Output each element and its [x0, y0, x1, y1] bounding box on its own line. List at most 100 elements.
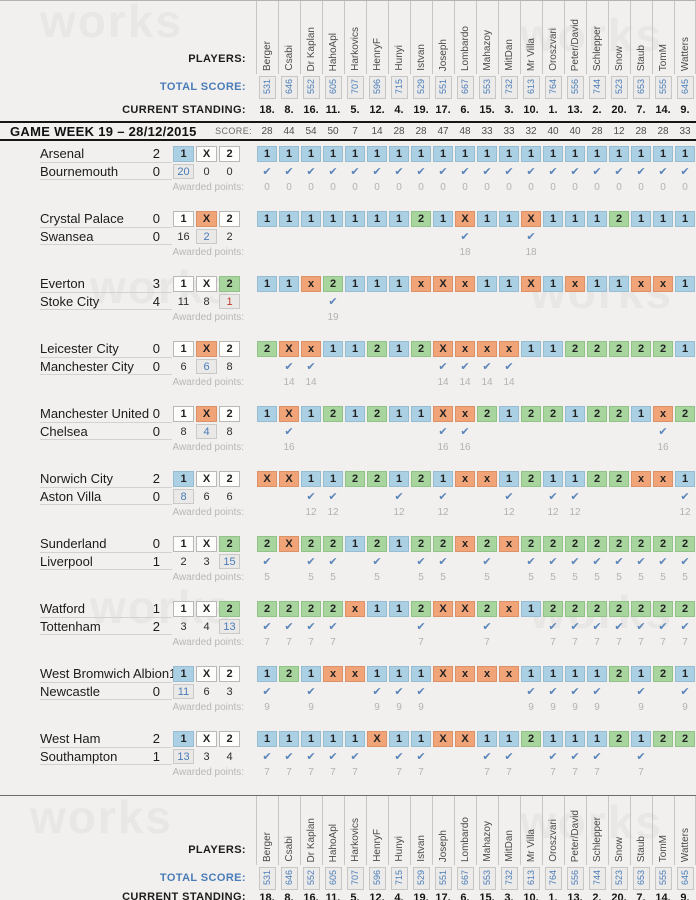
total-score-box: 764	[544, 866, 562, 890]
checkmark-icon: ✔	[482, 621, 492, 633]
prediction-cell: 1	[389, 536, 409, 552]
player-name: Snow	[614, 45, 625, 71]
prediction-col: 2	[542, 601, 564, 617]
outcome-count: 6	[180, 360, 187, 373]
home-team-score: 1	[152, 601, 160, 616]
prediction-col: 1	[674, 341, 696, 357]
awarded-points-value: 7	[638, 767, 644, 778]
week-score-value: 28	[415, 125, 427, 137]
prediction-col: 2	[674, 406, 696, 422]
week-score-value: 40	[569, 125, 581, 137]
total-score-cell: 764	[542, 75, 564, 99]
prediction-cell: 2	[257, 536, 277, 552]
total-score-cell: 613	[520, 75, 542, 99]
prediction-cell: 1	[323, 146, 343, 162]
total-score-box: 715	[390, 866, 408, 890]
prediction-cell: 1	[477, 731, 497, 747]
prediction-cell: 1	[345, 146, 365, 162]
checkmark-icon: ✔	[394, 686, 404, 698]
prediction-col: 1	[322, 211, 344, 227]
checkmark-icon: ✔	[658, 166, 668, 178]
player-name: Hunyi	[394, 45, 405, 71]
week-score-value: 28	[591, 125, 603, 137]
prediction-col: 1	[608, 276, 630, 292]
prediction-col: 1	[498, 406, 520, 422]
prediction-col: 1	[630, 406, 652, 422]
away-team-name: Southampton	[40, 748, 118, 764]
awarded-points-value: 5	[660, 572, 666, 583]
standing-value: 11.	[325, 892, 341, 900]
outcome-header-x: X	[196, 211, 217, 227]
player-name-cell: Hunyi	[388, 796, 410, 865]
outcome-count: 0	[203, 165, 210, 178]
prediction-cell: 1	[257, 406, 277, 422]
checkmark-icon: ✔	[438, 166, 448, 178]
prediction-col: X	[366, 731, 388, 747]
prediction-col: x	[564, 276, 586, 292]
standing-value: 5.	[350, 892, 360, 900]
standing-value: 18.	[259, 892, 275, 900]
week-score-value: 28	[393, 125, 405, 137]
awarded-points-value: 5	[616, 572, 622, 583]
player-names-row: PLAYERS: Berger Csabi Dr Kaplan HahoApl Harko…	[0, 0, 696, 74]
prediction-col: x	[454, 341, 476, 357]
prediction-cell: 2	[257, 601, 277, 617]
match-away-row: Chelsea 0 8 4 8 ✔ ✔ ✔ ✔	[0, 423, 696, 440]
total-score-value: 707	[350, 79, 360, 95]
prediction-cell: 2	[411, 471, 431, 487]
prediction-col: 2	[608, 406, 630, 422]
prediction-cell: x	[455, 341, 475, 357]
prediction-cell: X	[433, 666, 453, 682]
total-score-box: 523	[610, 75, 628, 99]
prediction-col: 2	[652, 536, 674, 552]
awarded-points-value: 7	[660, 637, 666, 648]
prediction-cell: 2	[411, 536, 431, 552]
prediction-cell: x	[455, 471, 475, 487]
prediction-col: 1	[476, 211, 498, 227]
prediction-cell: 1	[521, 146, 541, 162]
checkmark-icon: ✔	[482, 361, 492, 373]
awarded-points-value: 7	[264, 637, 270, 648]
prediction-col: 1	[410, 406, 432, 422]
week-score-value: 12	[613, 125, 625, 137]
awarded-points-row: Awarded points: 18 18	[0, 245, 696, 260]
prediction-cell: 2	[477, 601, 497, 617]
away-team-name: Newcastle	[40, 683, 100, 699]
prediction-cell: 1	[279, 276, 299, 292]
prediction-cell: 2	[301, 536, 321, 552]
total-score-box: 645	[676, 75, 694, 99]
checkmark-icon: ✔	[614, 166, 624, 178]
prediction-cell: 1	[257, 146, 277, 162]
outcome-count: 11	[177, 295, 190, 308]
awarded-points-value: 9	[594, 702, 600, 713]
checkmark-icon: ✔	[262, 556, 272, 568]
awarded-points-value: 0	[308, 182, 314, 193]
checkmark-icon: ✔	[460, 166, 470, 178]
prediction-cell: X	[521, 211, 541, 227]
player-name: HahoApl	[328, 32, 339, 71]
prediction-col: X	[432, 341, 454, 357]
total-score-value: 555	[658, 870, 668, 886]
prediction-cell: 2	[257, 341, 277, 357]
prediction-col: 1	[300, 666, 322, 682]
awarded-points-value: 14	[305, 377, 317, 388]
prediction-cell: 1	[675, 471, 695, 487]
prediction-col: 1	[278, 276, 300, 292]
outcome-count: 20	[173, 164, 194, 179]
away-team-score: 1	[152, 748, 160, 764]
player-name-cell: Hunyi	[388, 1, 410, 74]
prediction-cell: 2	[367, 471, 387, 487]
prediction-col: x	[498, 341, 520, 357]
prediction-cell: 1	[301, 146, 321, 162]
prediction-cell: 1	[543, 666, 563, 682]
awarded-points-value: 0	[374, 182, 380, 193]
checkmark-icon: ✔	[262, 751, 272, 763]
prediction-col: X	[278, 406, 300, 422]
checkmark-icon: ✔	[438, 361, 448, 373]
player-name-cell: Lombardo	[454, 796, 476, 865]
prediction-cell: 2	[609, 536, 629, 552]
prediction-col: 2	[608, 471, 630, 487]
player-name: Berger	[262, 40, 273, 71]
prediction-col: 2	[278, 666, 300, 682]
